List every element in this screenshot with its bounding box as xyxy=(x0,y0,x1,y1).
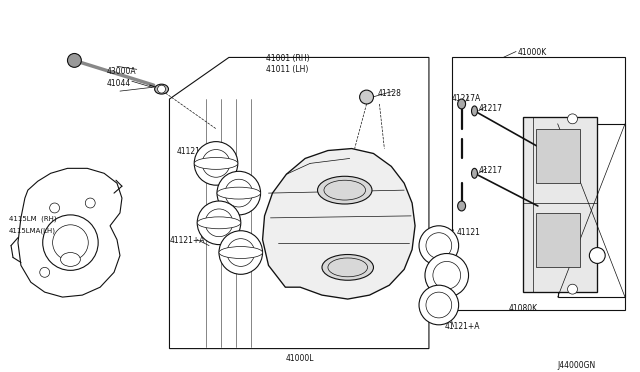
Circle shape xyxy=(227,239,255,266)
Circle shape xyxy=(589,248,605,263)
Ellipse shape xyxy=(328,258,367,277)
Circle shape xyxy=(157,85,166,93)
Text: 41121: 41121 xyxy=(457,228,481,237)
Circle shape xyxy=(194,142,238,185)
Polygon shape xyxy=(557,124,625,297)
Circle shape xyxy=(219,231,262,274)
Ellipse shape xyxy=(219,247,262,259)
Text: 41121+A: 41121+A xyxy=(170,236,205,245)
Polygon shape xyxy=(18,169,122,297)
Circle shape xyxy=(568,284,577,294)
Ellipse shape xyxy=(155,84,168,94)
Circle shape xyxy=(67,54,81,67)
Ellipse shape xyxy=(61,253,81,266)
Text: 43000A: 43000A xyxy=(107,67,137,76)
Circle shape xyxy=(43,215,98,270)
Text: 41217: 41217 xyxy=(479,104,502,113)
Circle shape xyxy=(217,171,260,215)
Text: J44000GN: J44000GN xyxy=(557,362,596,371)
Circle shape xyxy=(52,225,88,260)
Ellipse shape xyxy=(322,254,374,280)
Text: 4115LM  (RH): 4115LM (RH) xyxy=(9,216,57,222)
Polygon shape xyxy=(170,57,429,349)
Circle shape xyxy=(426,292,452,318)
Bar xyxy=(536,213,580,267)
Circle shape xyxy=(425,253,468,297)
Ellipse shape xyxy=(458,201,465,211)
Ellipse shape xyxy=(472,106,477,116)
Bar xyxy=(452,57,625,310)
Text: 4115LMA(LH): 4115LMA(LH) xyxy=(9,228,56,234)
Circle shape xyxy=(433,262,461,289)
Circle shape xyxy=(85,198,95,208)
Polygon shape xyxy=(523,117,597,292)
Circle shape xyxy=(197,201,241,245)
Text: 41000K: 41000K xyxy=(518,48,547,57)
Text: 41044: 41044 xyxy=(107,79,131,88)
Circle shape xyxy=(360,90,374,104)
Circle shape xyxy=(50,203,60,213)
Circle shape xyxy=(568,114,577,124)
Text: 41080K: 41080K xyxy=(508,304,538,313)
Text: 41128: 41128 xyxy=(378,89,401,98)
Circle shape xyxy=(40,267,50,277)
Ellipse shape xyxy=(324,180,365,200)
Circle shape xyxy=(419,285,459,325)
Text: 41000L: 41000L xyxy=(285,353,314,363)
Text: 41121+A: 41121+A xyxy=(445,322,480,331)
Text: 41011 (LH): 41011 (LH) xyxy=(266,65,308,74)
Circle shape xyxy=(419,226,459,265)
Circle shape xyxy=(202,150,230,177)
Polygon shape xyxy=(262,148,415,299)
Text: 41001 (RH): 41001 (RH) xyxy=(266,54,309,64)
Text: 41121: 41121 xyxy=(177,147,200,155)
Ellipse shape xyxy=(217,187,260,199)
Text: 41217A: 41217A xyxy=(452,94,481,103)
Ellipse shape xyxy=(472,169,477,178)
Circle shape xyxy=(225,179,253,207)
Circle shape xyxy=(205,209,233,237)
Circle shape xyxy=(426,233,452,259)
Ellipse shape xyxy=(197,217,241,229)
Ellipse shape xyxy=(317,176,372,204)
Bar xyxy=(536,129,580,183)
Ellipse shape xyxy=(194,157,238,169)
Text: 41217: 41217 xyxy=(479,166,502,175)
Ellipse shape xyxy=(458,99,465,109)
